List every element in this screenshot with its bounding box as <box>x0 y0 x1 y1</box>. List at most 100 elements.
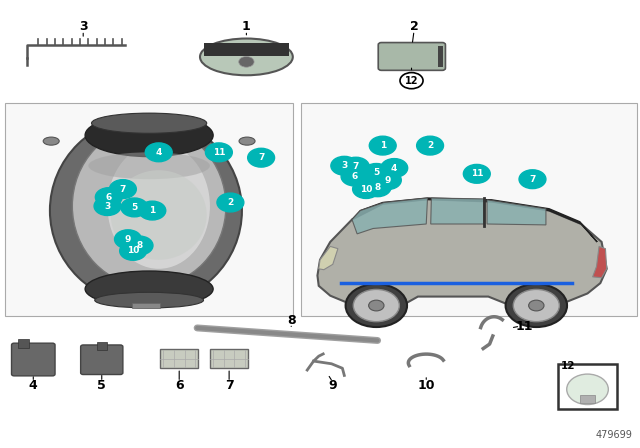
Text: 9: 9 <box>328 379 337 392</box>
FancyBboxPatch shape <box>12 343 55 376</box>
Text: 1: 1 <box>242 20 251 34</box>
Polygon shape <box>431 198 484 224</box>
Text: 8: 8 <box>374 183 381 192</box>
Circle shape <box>506 284 567 327</box>
Text: 5: 5 <box>97 379 106 392</box>
Circle shape <box>115 230 141 249</box>
Bar <box>132 303 160 308</box>
Circle shape <box>463 164 490 183</box>
Text: 6: 6 <box>351 172 358 181</box>
Circle shape <box>139 201 166 220</box>
Text: 8: 8 <box>287 314 296 327</box>
Text: 7: 7 <box>225 379 234 392</box>
Text: 10: 10 <box>127 246 140 255</box>
Circle shape <box>120 241 147 260</box>
Circle shape <box>369 300 384 311</box>
Text: 11: 11 <box>212 148 225 157</box>
Circle shape <box>363 164 390 182</box>
Ellipse shape <box>108 143 210 269</box>
Text: 3: 3 <box>104 202 111 211</box>
Circle shape <box>248 148 275 167</box>
Circle shape <box>341 167 368 186</box>
Bar <box>97 342 107 350</box>
Bar <box>160 349 198 368</box>
Text: 2: 2 <box>427 141 433 150</box>
Polygon shape <box>487 200 546 225</box>
Bar <box>5 103 293 316</box>
Ellipse shape <box>111 170 207 260</box>
FancyBboxPatch shape <box>81 345 123 375</box>
Bar <box>18 339 29 348</box>
Circle shape <box>346 284 407 327</box>
Circle shape <box>342 157 369 176</box>
Circle shape <box>381 159 408 177</box>
Text: 479699: 479699 <box>595 430 632 440</box>
Bar <box>580 395 595 403</box>
Polygon shape <box>593 246 607 278</box>
Text: 1: 1 <box>149 206 156 215</box>
Circle shape <box>374 171 401 190</box>
Ellipse shape <box>88 152 210 179</box>
Circle shape <box>239 56 254 67</box>
Circle shape <box>513 289 559 322</box>
Text: 7: 7 <box>120 185 126 194</box>
Text: 3: 3 <box>79 20 88 34</box>
Text: 3: 3 <box>341 161 348 170</box>
FancyBboxPatch shape <box>378 43 445 70</box>
Circle shape <box>519 170 546 189</box>
Circle shape <box>353 180 380 198</box>
Polygon shape <box>317 199 607 308</box>
Circle shape <box>205 143 232 162</box>
Circle shape <box>145 143 172 162</box>
Ellipse shape <box>44 137 60 145</box>
Circle shape <box>417 136 444 155</box>
Ellipse shape <box>200 39 293 75</box>
Text: 2: 2 <box>227 198 234 207</box>
Circle shape <box>364 178 391 197</box>
Bar <box>204 43 289 56</box>
Text: 10: 10 <box>360 185 372 194</box>
Circle shape <box>529 300 544 311</box>
Text: 11: 11 <box>516 319 534 333</box>
Bar <box>301 103 637 316</box>
Circle shape <box>109 180 136 198</box>
Text: 12: 12 <box>561 362 575 371</box>
Ellipse shape <box>85 114 213 157</box>
Ellipse shape <box>50 116 242 305</box>
Circle shape <box>331 156 358 175</box>
Text: 6: 6 <box>106 193 112 202</box>
Circle shape <box>121 198 148 217</box>
Ellipse shape <box>72 125 226 287</box>
Circle shape <box>369 136 396 155</box>
Polygon shape <box>319 246 338 270</box>
Text: 2: 2 <box>410 20 419 34</box>
Circle shape <box>94 197 121 215</box>
Text: 5: 5 <box>131 203 138 212</box>
Text: 4: 4 <box>391 164 397 172</box>
Circle shape <box>95 188 122 207</box>
Ellipse shape <box>95 293 204 308</box>
Bar <box>210 349 248 368</box>
Circle shape <box>126 236 153 255</box>
Polygon shape <box>352 198 597 242</box>
Polygon shape <box>352 198 428 234</box>
Ellipse shape <box>85 271 213 307</box>
Text: 4: 4 <box>156 148 162 157</box>
Circle shape <box>353 289 399 322</box>
Text: 11: 11 <box>470 169 483 178</box>
Ellipse shape <box>239 137 255 145</box>
Text: 7: 7 <box>353 162 359 171</box>
Text: 12: 12 <box>404 76 419 86</box>
Text: 7: 7 <box>258 153 264 162</box>
Bar <box>558 364 617 409</box>
Text: 7: 7 <box>529 175 536 184</box>
Ellipse shape <box>92 113 207 133</box>
Text: 9: 9 <box>385 176 391 185</box>
Ellipse shape <box>567 374 608 405</box>
Text: 8: 8 <box>136 241 143 250</box>
Text: 4: 4 <box>29 379 38 392</box>
Text: 9: 9 <box>125 235 131 244</box>
Circle shape <box>217 193 244 212</box>
Text: 1: 1 <box>380 141 386 150</box>
Text: 6: 6 <box>175 379 184 392</box>
